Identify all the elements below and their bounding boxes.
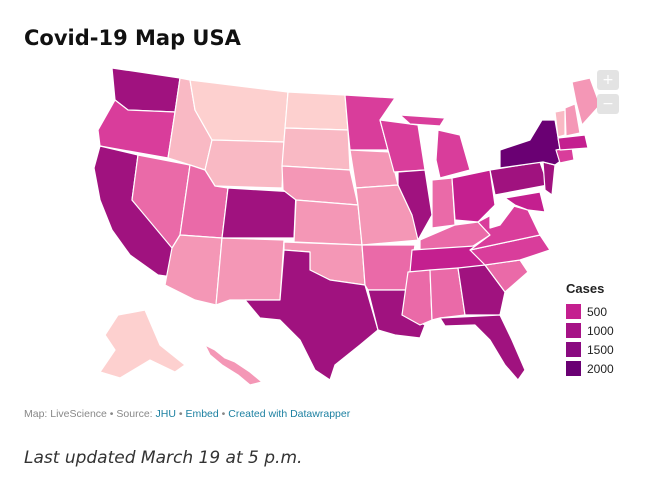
state-alabama[interactable] xyxy=(429,267,466,321)
state-indiana[interactable] xyxy=(431,177,456,229)
legend-item: 500 xyxy=(566,302,614,321)
legend-item: 2000 xyxy=(566,359,614,378)
legend-swatch xyxy=(566,361,581,376)
state-vermont[interactable] xyxy=(554,109,566,138)
state-new-hampshire[interactable] xyxy=(564,103,581,137)
footer-prefix: Map: LiveScience • Source: xyxy=(24,408,156,420)
state-alaska[interactable] xyxy=(99,309,186,379)
state-arizona[interactable] xyxy=(164,234,223,306)
state-michigan-up[interactable] xyxy=(399,114,446,127)
state-michigan[interactable] xyxy=(435,129,471,179)
footer-separator: • xyxy=(218,408,229,420)
state-ohio[interactable] xyxy=(451,169,496,223)
legend-label: 1000 xyxy=(587,323,614,338)
zoom-in-button[interactable]: + xyxy=(597,70,619,90)
legend-swatch xyxy=(566,323,581,338)
state-south-dakota[interactable] xyxy=(281,127,351,171)
state-illinois[interactable] xyxy=(397,169,433,241)
state-pennsylvania[interactable] xyxy=(489,161,549,196)
state-texas[interactable] xyxy=(244,249,379,381)
legend-item: 1500 xyxy=(566,340,614,359)
state-kansas[interactable] xyxy=(293,199,363,246)
state-new-jersey[interactable] xyxy=(542,161,556,196)
legend: Cases 500 1000 1500 2000 xyxy=(566,281,614,378)
footer-separator: • xyxy=(175,408,186,420)
state-mississippi[interactable] xyxy=(401,269,433,326)
source-link[interactable]: JHU xyxy=(155,408,176,420)
state-north-dakota[interactable] xyxy=(284,91,349,131)
zoom-out-button[interactable]: − xyxy=(597,94,619,114)
state-florida[interactable] xyxy=(439,314,526,381)
datawrapper-link[interactable]: Created with Datawrapper xyxy=(228,408,351,420)
state-maryland[interactable] xyxy=(504,191,546,213)
state-maine[interactable] xyxy=(571,77,601,126)
legend-item: 1000 xyxy=(566,321,614,340)
page-title: Covid-19 Map USA xyxy=(24,26,241,50)
embed-link[interactable]: Embed xyxy=(185,408,219,420)
state-massachusetts[interactable] xyxy=(557,134,589,151)
legend-label: 1500 xyxy=(587,342,614,357)
state-georgia[interactable] xyxy=(457,264,506,316)
state-hawaii[interactable] xyxy=(204,344,263,386)
legend-swatch xyxy=(566,342,581,357)
last-updated: Last updated March 19 at 5 p.m. xyxy=(24,448,303,468)
map-footer: Map: LiveScience • Source: JHU • Embed •… xyxy=(24,408,350,420)
state-wyoming[interactable] xyxy=(204,139,285,189)
state-west-virginia[interactable] xyxy=(489,197,516,229)
state-new-mexico[interactable] xyxy=(215,237,285,306)
state-new-york[interactable] xyxy=(499,119,563,169)
legend-label: 2000 xyxy=(587,361,614,376)
state-colorado[interactable] xyxy=(221,187,297,239)
legend-title: Cases xyxy=(566,281,605,296)
legend-label: 500 xyxy=(587,304,608,319)
legend-swatch xyxy=(566,304,581,319)
